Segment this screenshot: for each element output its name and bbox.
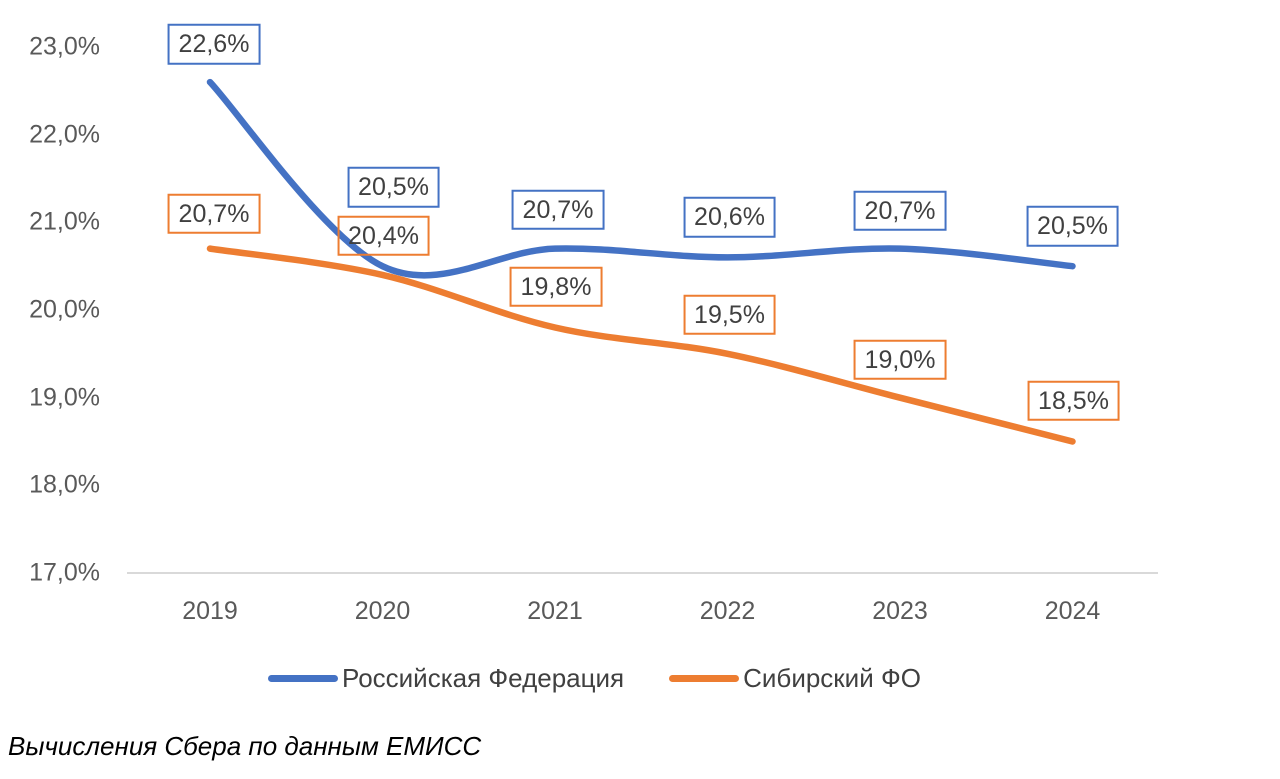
data-label-rf-2022: 20,6%: [683, 197, 776, 238]
x-axis-tick-label: 2024: [1044, 597, 1101, 625]
x-axis-tick-label: 2021: [527, 597, 583, 625]
x-axis-tick-label: 2020: [354, 597, 411, 625]
data-label-siberia-2020: 20,4%: [337, 215, 430, 257]
series-line-siberia: [206, 245, 1076, 445]
data-label-rf-2024: 20,5%: [1026, 205, 1119, 247]
data-label-rf-2021: 20,7%: [511, 189, 605, 230]
legend: Российская Федерация Сибирский ФО: [268, 663, 921, 694]
legend-item-siberia: Сибирский ФО: [669, 663, 921, 694]
legend-item-rf: Российская Федерация: [268, 663, 624, 694]
data-label-siberia-2023: 19,0%: [853, 339, 947, 380]
legend-label-siberia: Сибирский ФО: [743, 663, 921, 693]
data-label-siberia-2021: 19,8%: [509, 266, 603, 307]
data-label-siberia-2022: 19,5%: [683, 294, 776, 336]
data-label-rf-2019: 22,6%: [167, 23, 261, 65]
data-label-siberia-2024: 18,5%: [1027, 380, 1120, 421]
y-axis-tick-label: 19,0%: [29, 383, 100, 412]
legend-label-rf: Российская Федерация: [342, 663, 625, 693]
legend-marker-siberia: [669, 675, 740, 682]
x-axis-tick-label: 2019: [182, 597, 238, 625]
data-label-rf-2023: 20,7%: [853, 190, 947, 231]
data-label-siberia-2019: 20,7%: [167, 193, 261, 234]
legend-marker-rf: [268, 675, 338, 682]
y-axis-tick-label: 21,0%: [29, 207, 100, 236]
x-axis-tick-label: 2022: [699, 597, 756, 625]
y-axis-tick-label: 18,0%: [29, 470, 100, 499]
chart-caption: Вычисления Сбера по данным ЕМИСС: [8, 731, 482, 761]
series-line-rf: [206, 78, 1076, 279]
data-label-rf-2020: 20,5%: [347, 166, 440, 208]
y-axis-tick-label: 22,0%: [29, 120, 100, 149]
x-axis-tick-label: 2023: [872, 597, 928, 625]
y-axis-tick-label: 17,0%: [29, 558, 100, 587]
y-axis-tick-label: 23,0%: [29, 32, 100, 61]
y-axis-tick-label: 20,0%: [29, 295, 100, 324]
